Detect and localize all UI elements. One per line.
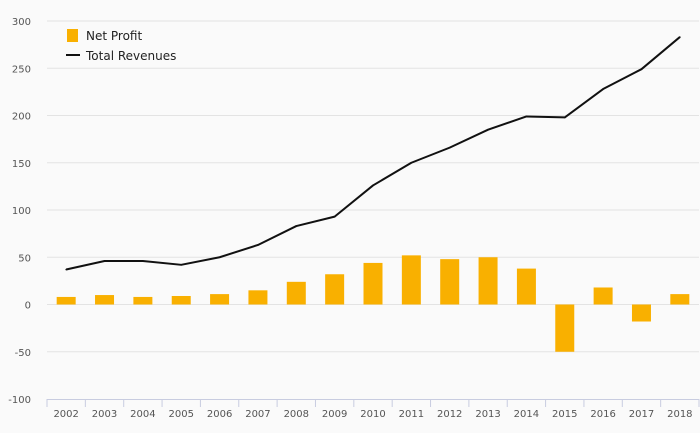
legend-label-total-revenues: Total Revenues bbox=[85, 49, 176, 63]
point-total-revenues-2012 bbox=[448, 146, 451, 149]
point-total-revenues-2016 bbox=[602, 88, 604, 90]
bar-net-profit-2003 bbox=[95, 295, 115, 305]
x-tick-label: 2003 bbox=[92, 409, 117, 420]
bar-net-profit-2014 bbox=[516, 268, 536, 305]
net-profit-bars bbox=[56, 255, 690, 352]
x-tick-label: 2012 bbox=[437, 409, 462, 420]
point-total-revenues-2009 bbox=[333, 215, 336, 218]
y-tick-label: 50 bbox=[18, 253, 31, 264]
x-tick-label: 2014 bbox=[514, 409, 539, 420]
x-tick-label: 2017 bbox=[629, 409, 654, 420]
total-revenues-line-group bbox=[65, 36, 681, 271]
bar-net-profit-2009 bbox=[325, 274, 345, 305]
bar-net-profit-2008 bbox=[286, 281, 306, 305]
bar-net-profit-2011 bbox=[401, 255, 421, 305]
bar-net-profit-2015 bbox=[555, 304, 575, 352]
x-tick-label: 2007 bbox=[245, 409, 270, 420]
x-tick-label: 2006 bbox=[207, 409, 232, 420]
point-total-revenues-2017 bbox=[640, 68, 643, 70]
bar-net-profit-2005 bbox=[171, 295, 191, 305]
legend-swatch-net-profit bbox=[67, 29, 78, 42]
bar-net-profit-2013 bbox=[478, 257, 498, 305]
point-total-revenues-2006 bbox=[218, 256, 221, 259]
grid-lines bbox=[47, 20, 699, 353]
y-tick-label: 300 bbox=[12, 17, 31, 28]
bar-net-profit-2016 bbox=[593, 287, 613, 305]
y-tick-label: 200 bbox=[12, 112, 31, 123]
bar-net-profit-2007 bbox=[248, 290, 268, 305]
x-tick-label: 2010 bbox=[360, 409, 385, 420]
y-tick-label: -50 bbox=[15, 348, 31, 359]
y-tick-label: 0 bbox=[25, 301, 31, 312]
point-total-revenues-2008 bbox=[295, 225, 298, 227]
point-total-revenues-2014 bbox=[525, 115, 528, 118]
x-tick-label: 2018 bbox=[667, 409, 692, 420]
axes: -100 -50 0 50 100 150 200 250 300 2002 2003 2004 200… bbox=[8, 17, 700, 420]
y-tick-label: 100 bbox=[12, 206, 31, 217]
x-tick-label: 2002 bbox=[53, 409, 78, 420]
x-tick-label: 2008 bbox=[284, 409, 309, 420]
x-tick-label: 2009 bbox=[322, 409, 347, 420]
x-tick-label: 2011 bbox=[399, 409, 424, 420]
y-tick-label: 150 bbox=[12, 159, 31, 170]
x-tick-label: 2013 bbox=[475, 409, 500, 420]
bar-net-profit-2004 bbox=[133, 296, 153, 305]
legend: Net Profit Total Revenues bbox=[66, 29, 176, 63]
y-tick-label: 250 bbox=[12, 64, 31, 75]
point-total-revenues-2010 bbox=[372, 184, 374, 187]
x-tick-label: 2004 bbox=[130, 409, 155, 420]
point-total-revenues-2015 bbox=[563, 116, 566, 119]
x-tick-label: 2015 bbox=[552, 409, 577, 420]
line-total-revenues bbox=[65, 36, 681, 271]
bar-net-profit-2017 bbox=[631, 304, 651, 322]
point-total-revenues-2011 bbox=[410, 161, 413, 164]
x-tick-label: 2016 bbox=[590, 409, 615, 420]
y-tick-label: -100 bbox=[8, 395, 31, 406]
point-total-revenues-2013 bbox=[487, 128, 489, 131]
legend-label-net-profit: Net Profit bbox=[86, 29, 142, 43]
x-tick-label: 2005 bbox=[169, 409, 194, 420]
bar-net-profit-2006 bbox=[210, 294, 230, 305]
bar-net-profit-2002 bbox=[56, 296, 76, 305]
point-total-revenues-2004 bbox=[142, 260, 144, 262]
point-total-revenues-2002 bbox=[65, 268, 67, 271]
bar-net-profit-2010 bbox=[363, 262, 383, 305]
point-total-revenues-2007 bbox=[257, 244, 259, 246]
bar-net-profit-2012 bbox=[440, 259, 460, 305]
bar-net-profit-2018 bbox=[670, 294, 690, 305]
point-total-revenues-2018 bbox=[679, 36, 681, 38]
point-total-revenues-2003 bbox=[103, 260, 106, 262]
point-total-revenues-2005 bbox=[180, 264, 183, 266]
